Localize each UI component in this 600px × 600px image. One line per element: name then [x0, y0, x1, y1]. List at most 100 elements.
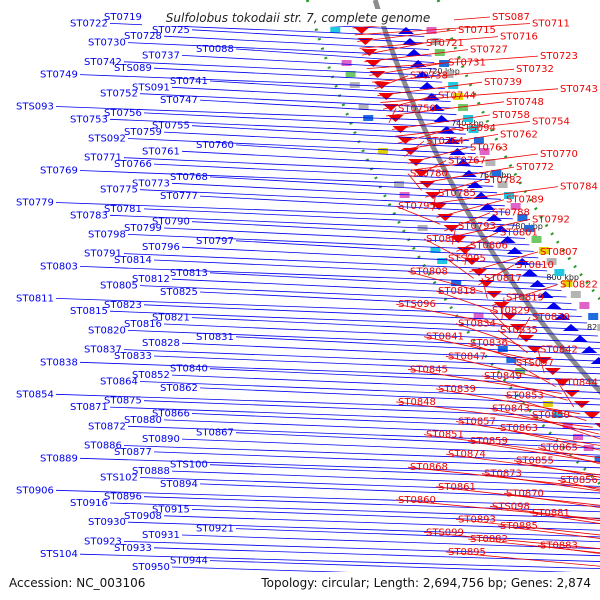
leader-line: [516, 316, 531, 340]
leader-line: [171, 374, 600, 393]
leader-line: [455, 323, 523, 347]
leader-line: [371, 68, 515, 83]
leader-line: [209, 80, 448, 96]
gene-label: ST0874: [448, 449, 486, 460]
feature-box: [394, 181, 404, 187]
feature-box: [570, 291, 581, 298]
ruler-tick-label: 820 kbp: [587, 323, 600, 332]
gene-label: ST0916: [70, 498, 108, 509]
reverse-gene-glyph: [518, 335, 535, 342]
gene-label: ST0839: [438, 384, 476, 395]
leader-line: [366, 55, 539, 69]
leader-line: [109, 310, 593, 330]
leader-line: [425, 179, 483, 198]
gene-label: ST0830: [532, 312, 570, 323]
gene-label: ST0852: [132, 370, 170, 381]
forward-gene-glyph: [499, 236, 516, 243]
gene-label: ST0837: [84, 345, 122, 356]
feature-box: [468, 126, 479, 133]
feature-box: [552, 412, 563, 418]
gene-label: ST0771: [84, 153, 122, 164]
forward-gene-glyph: [406, 49, 422, 56]
leader-line: [391, 114, 491, 130]
leader-line: [489, 505, 600, 522]
gene-label: ST0810: [516, 260, 554, 271]
gene-label: ST0851: [426, 430, 464, 441]
gene-label: ST0796: [142, 242, 180, 253]
gene-label: ST0889: [40, 453, 78, 464]
gene-label: ST0766: [114, 159, 152, 170]
forward-gene-glyph: [419, 82, 436, 89]
leader-line: [513, 362, 556, 388]
feature-box: [448, 82, 459, 89]
gene-label: ST0777: [160, 191, 198, 202]
gene-label: ST0849: [484, 371, 522, 382]
gene-label: STS104: [40, 549, 78, 560]
leader-line: [503, 395, 587, 421]
gene-label: ST0811: [16, 293, 54, 304]
gene-label: ST0823: [104, 300, 142, 311]
leader-line: [123, 541, 600, 557]
feature-box: [517, 214, 528, 221]
leader-line: [397, 127, 457, 144]
feature-box: [554, 269, 565, 276]
gene-label: ST0790: [152, 217, 190, 228]
gene-label: ST0890: [142, 434, 180, 445]
leader-line: [481, 277, 488, 299]
gene-label: ST0752: [100, 89, 138, 100]
leader-line: [143, 304, 588, 324]
gene-label: ST0893: [458, 514, 496, 525]
gene-label: ST0930: [88, 517, 126, 528]
summary-text: Topology: circular; Length: 2,694,756 bp…: [260, 576, 591, 590]
leader-line: [79, 457, 600, 476]
leader-line: [123, 61, 440, 76]
accession-text: Accession: NC_003106: [9, 576, 145, 590]
reverse-gene-glyph: [369, 71, 386, 78]
feature-box: [504, 192, 514, 199]
gene-label: ST0725: [152, 25, 190, 36]
reverse-gene-glyph: [485, 291, 502, 298]
gene-label: ST0761: [142, 146, 180, 157]
leader-line: [467, 342, 539, 367]
gene-label: ST0885: [500, 521, 538, 532]
leader-line: [171, 470, 600, 487]
gene-label: ST0742: [84, 57, 122, 68]
gene-label: ST0933: [114, 543, 152, 554]
leader-line: [153, 451, 600, 469]
leader-line: [163, 131, 473, 148]
leader-line: [153, 355, 600, 375]
gene-label: ST0719: [104, 12, 142, 23]
gene-label: ST0755: [152, 121, 190, 132]
leader-line: [163, 515, 600, 531]
gene-label: STS095: [448, 253, 486, 264]
leader-line: [139, 477, 600, 494]
feature-box: [579, 302, 590, 309]
gene-label: ST0731: [448, 58, 486, 69]
leader-line: [209, 368, 600, 387]
gene-label: ST0795: [398, 201, 436, 212]
gene-label: ST0723: [540, 51, 578, 62]
gene-label: ST0923: [84, 536, 122, 547]
leader-line: [143, 112, 463, 129]
gene-label: ST0864: [100, 377, 138, 388]
leader-line: [537, 447, 600, 465]
gene-label: ST0730: [88, 38, 126, 49]
leader-line: [444, 212, 491, 232]
leader-line: [199, 291, 577, 311]
footer-background: [0, 572, 600, 592]
gene-label: ST0821: [152, 313, 190, 324]
leader-line: [163, 419, 600, 437]
gene-label: ST0829: [492, 306, 530, 317]
leader-line: [417, 166, 515, 185]
leader-line: [481, 375, 568, 401]
gene-label: ST0750: [398, 103, 436, 114]
leader-line: [529, 512, 600, 524]
gene-label: ST0854: [16, 389, 54, 400]
forward-gene-glyph: [401, 38, 418, 45]
gene-label: ST0836: [470, 338, 508, 349]
feature-box: [345, 71, 356, 77]
gene-label: STS102: [100, 473, 138, 484]
gene-label: ST0868: [410, 462, 448, 473]
gene-label: ST0828: [142, 338, 180, 349]
leader-line: [385, 101, 505, 117]
